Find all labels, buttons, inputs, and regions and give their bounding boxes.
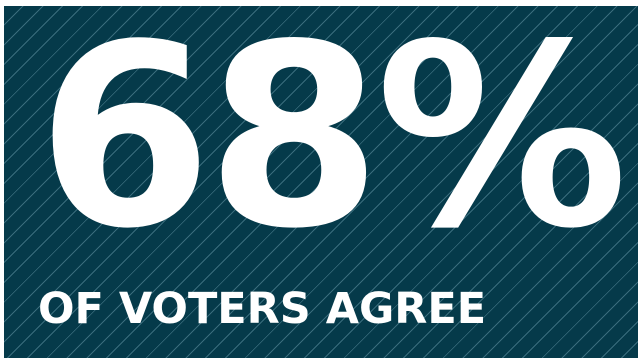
percentage-value: 68% [37, 6, 628, 284]
stat-card: 68% OF VOTERS AGREE [4, 6, 638, 358]
stat-caption: OF VOTERS AGREE [38, 284, 487, 334]
